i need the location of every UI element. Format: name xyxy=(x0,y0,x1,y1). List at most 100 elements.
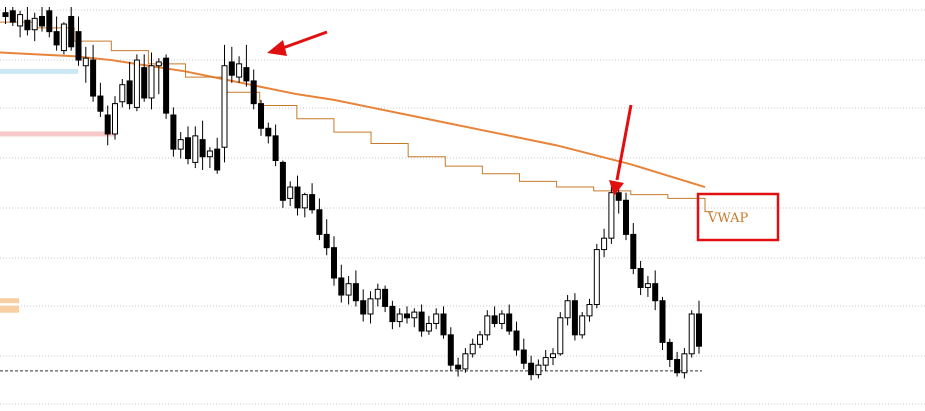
candle xyxy=(550,348,556,366)
candle-body-down xyxy=(39,15,45,27)
candle-body-down xyxy=(53,31,60,46)
candle-body-up xyxy=(477,334,483,345)
candle xyxy=(440,306,447,339)
candle-body-down xyxy=(389,305,396,323)
candle-body-up xyxy=(301,194,308,209)
candle-body-down xyxy=(513,330,520,351)
candle xyxy=(630,223,637,275)
candle xyxy=(360,289,367,322)
candle xyxy=(82,46,89,83)
candle-body-up xyxy=(484,315,491,336)
candle-body-down xyxy=(528,362,535,376)
candle-body-up xyxy=(287,186,294,199)
candle-body-down xyxy=(46,10,53,33)
candle xyxy=(433,308,440,330)
candle xyxy=(170,107,177,157)
candle xyxy=(272,124,279,167)
candle xyxy=(535,359,542,379)
candle xyxy=(696,300,702,354)
candle-body-down xyxy=(2,12,9,17)
arrow-left-top xyxy=(267,30,328,56)
candle xyxy=(104,105,111,146)
indicator-lines xyxy=(0,21,713,213)
candle xyxy=(301,192,308,218)
candle-body-down xyxy=(404,313,410,319)
zone-orange xyxy=(0,298,19,304)
candle-body-up xyxy=(133,59,140,108)
candle-body-up xyxy=(396,313,403,323)
candle-body-up xyxy=(192,135,199,163)
candle xyxy=(155,58,162,95)
candle-body-up xyxy=(345,283,352,296)
candle-body-up xyxy=(644,283,651,288)
candle-body-down xyxy=(90,59,97,97)
candle xyxy=(389,300,396,330)
candle xyxy=(484,310,491,341)
candle xyxy=(294,175,301,216)
candle xyxy=(542,349,549,371)
candle xyxy=(68,7,75,51)
stepped-line xyxy=(0,21,713,213)
candle xyxy=(557,312,564,356)
candle-body-up xyxy=(425,322,432,332)
candle xyxy=(601,228,608,258)
candle xyxy=(309,183,316,214)
candle-body-down xyxy=(659,300,666,343)
candle-body-down xyxy=(623,199,629,235)
candle-body-down xyxy=(104,114,111,135)
candle-body-down xyxy=(331,247,337,279)
candle-body-down xyxy=(9,10,16,23)
candle-body-up xyxy=(550,353,556,359)
candle-body-up xyxy=(557,317,564,355)
candle-body-up xyxy=(688,313,695,355)
candle-body-down xyxy=(24,19,31,31)
candle-body-down xyxy=(520,349,527,364)
candle xyxy=(338,264,345,303)
candle xyxy=(60,22,67,55)
candle-body-up xyxy=(411,311,418,319)
candle-body-up xyxy=(681,353,688,374)
candle xyxy=(382,285,389,313)
candle xyxy=(163,54,170,119)
candle xyxy=(250,69,257,110)
candle xyxy=(214,137,221,174)
candle-body-down xyxy=(272,135,279,161)
zone-pink xyxy=(0,131,116,137)
candle-body-up xyxy=(236,63,243,78)
candle xyxy=(396,308,403,328)
candle xyxy=(323,219,330,256)
candle-body-down xyxy=(674,358,681,374)
candle xyxy=(528,355,535,381)
vwap-label-box xyxy=(696,192,780,242)
candle-body-up xyxy=(462,353,469,370)
candle-body-down xyxy=(75,31,82,61)
candle xyxy=(316,198,323,241)
candle xyxy=(119,79,126,108)
candle-body-up xyxy=(498,313,505,324)
candle xyxy=(133,54,140,112)
candle-body-up xyxy=(221,65,228,148)
candle-body-down xyxy=(630,233,637,270)
candle-body-down xyxy=(696,313,702,347)
candle xyxy=(644,276,651,297)
candle xyxy=(192,126,199,169)
candle xyxy=(462,348,469,373)
candle xyxy=(425,315,432,335)
candle-body-down xyxy=(258,103,264,129)
candle-body-down xyxy=(440,313,447,336)
candle xyxy=(564,295,571,326)
annotations: VWAP xyxy=(267,30,780,242)
candle-body-up xyxy=(433,313,440,324)
candle xyxy=(652,270,659,311)
candle xyxy=(498,310,505,330)
candle xyxy=(666,338,673,368)
candle-body-up xyxy=(112,103,118,135)
candle-body-down xyxy=(571,300,578,336)
candles xyxy=(2,7,702,381)
candle xyxy=(279,160,286,208)
candle-body-down xyxy=(250,80,257,105)
candle-body-down xyxy=(455,364,462,370)
candle xyxy=(688,310,695,358)
candle xyxy=(90,44,97,102)
candle xyxy=(571,293,578,341)
